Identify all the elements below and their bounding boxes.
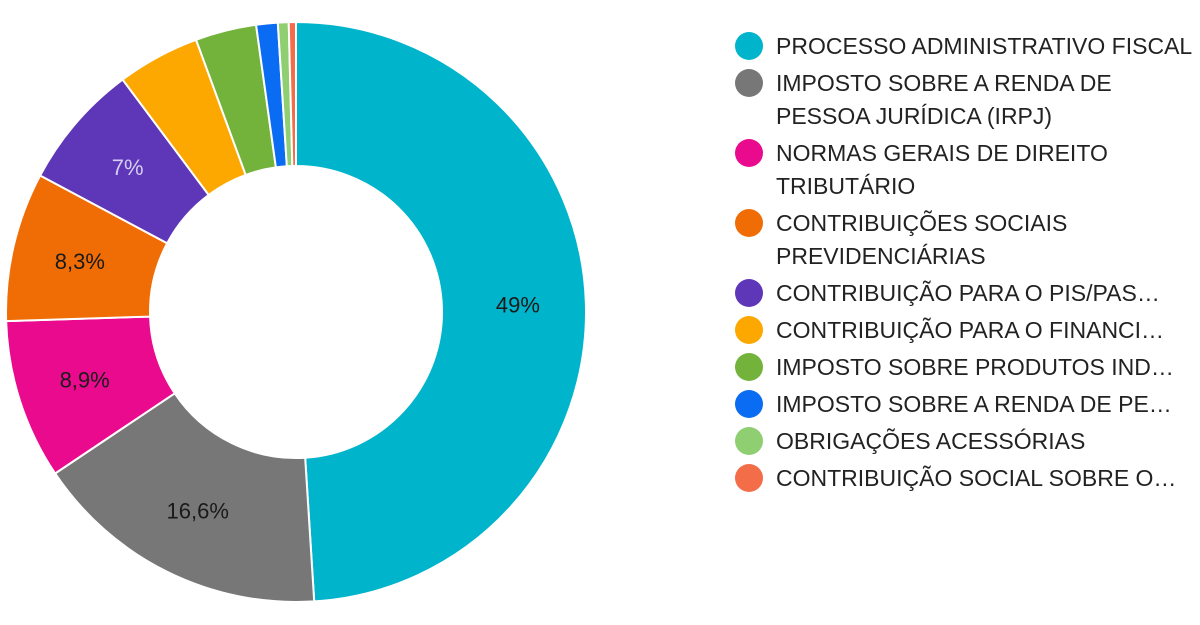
legend-swatch <box>735 464 763 492</box>
legend-item[interactable]: IMPOSTO SOBRE PRODUTOS IND… <box>735 351 1195 384</box>
legend-swatch <box>735 32 763 60</box>
legend-swatch <box>735 279 763 307</box>
legend-swatch <box>735 353 763 381</box>
legend-label: IMPOSTO SOBRE A RENDA DE PE… <box>776 391 1172 417</box>
legend-label: CONTRIBUIÇÃO PARA O FINANCI… <box>776 317 1165 343</box>
legend-label: CONTRIBUIÇÕES SOCIAIS PREVIDENCIÁRIAS <box>776 210 1068 269</box>
legend-item[interactable]: IMPOSTO SOBRE A RENDA DE PESSOA JURÍDICA… <box>735 67 1195 133</box>
legend-label: IMPOSTO SOBRE PRODUTOS IND… <box>776 354 1174 380</box>
legend-swatch <box>735 390 763 418</box>
legend-label: OBRIGAÇÕES ACESSÓRIAS <box>776 428 1086 454</box>
legend-label: PROCESSO ADMINISTRATIVO FISCAL <box>776 33 1193 59</box>
slice-label-2: 8,9% <box>60 367 110 392</box>
slice-label-4: 7% <box>112 155 144 180</box>
legend-swatch <box>735 139 763 167</box>
donut-chart: 49% 16,6% 8,9% 8,3% 7% <box>5 20 587 603</box>
legend-label: CONTRIBUIÇÃO PARA O PIS/PAS… <box>776 280 1160 306</box>
legend-item[interactable]: PROCESSO ADMINISTRATIVO FISCAL <box>735 30 1195 63</box>
legend-swatch <box>735 69 763 97</box>
legend-item[interactable]: IMPOSTO SOBRE A RENDA DE PE… <box>735 388 1195 421</box>
legend-item[interactable]: OBRIGAÇÕES ACESSÓRIAS <box>735 425 1195 458</box>
legend: PROCESSO ADMINISTRATIVO FISCAL IMPOSTO SO… <box>735 30 1195 499</box>
slice-label-1: 16,6% <box>167 499 229 524</box>
legend-swatch <box>735 209 763 237</box>
slice-9[interactable] <box>287 20 297 168</box>
legend-swatch <box>735 316 763 344</box>
slice-1[interactable] <box>53 391 316 603</box>
legend-label: IMPOSTO SOBRE A RENDA DE PESSOA JURÍDICA… <box>776 70 1112 129</box>
slice-0[interactable] <box>295 20 587 603</box>
legend-swatch <box>735 427 763 455</box>
slice-label-0: 49% <box>496 293 540 318</box>
slice-label-3: 8,3% <box>55 249 105 274</box>
legend-item[interactable]: CONTRIBUIÇÕES SOCIAIS PREVIDENCIÁRIAS <box>735 207 1195 273</box>
legend-item[interactable]: CONTRIBUIÇÃO PARA O PIS/PAS… <box>735 277 1195 310</box>
legend-label: CONTRIBUIÇÃO SOCIAL SOBRE O… <box>776 465 1177 491</box>
donut-labels: 49% 16,6% 8,9% 8,3% 7% <box>55 155 540 524</box>
legend-item[interactable]: NORMAS GERAIS DE DIREITO TRIBUTÁRIO <box>735 137 1195 203</box>
donut-slices <box>5 20 587 603</box>
legend-label: NORMAS GERAIS DE DIREITO TRIBUTÁRIO <box>776 140 1108 199</box>
legend-item[interactable]: CONTRIBUIÇÃO SOCIAL SOBRE O… <box>735 462 1195 495</box>
legend-item[interactable]: CONTRIBUIÇÃO PARA O FINANCI… <box>735 314 1195 347</box>
